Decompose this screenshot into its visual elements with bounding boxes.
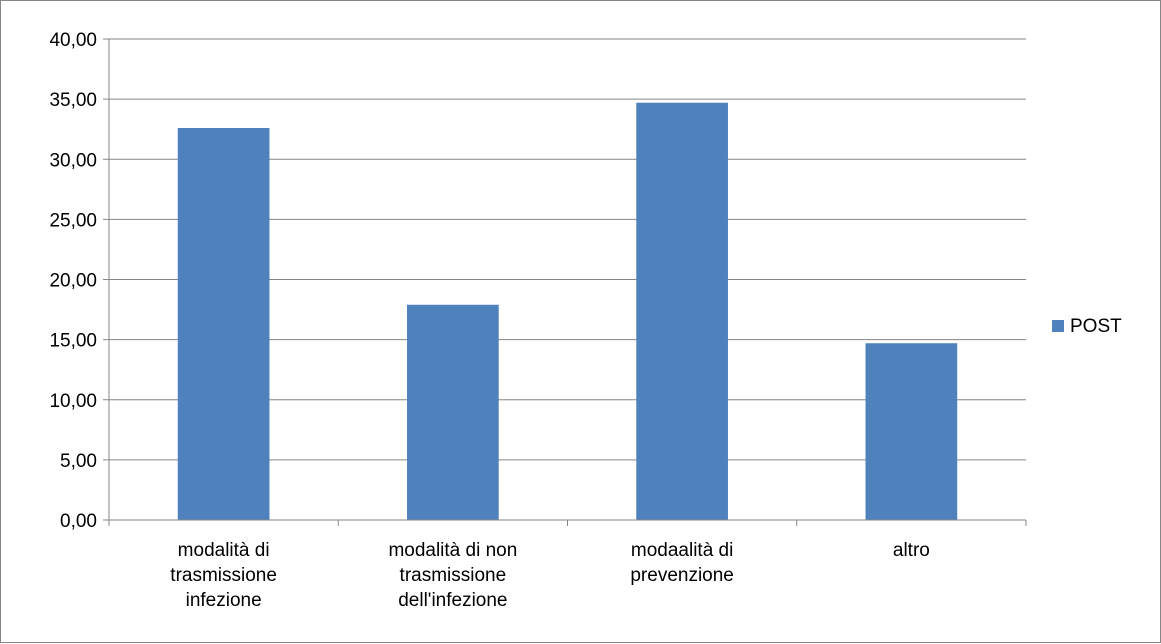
y-tick-label: 30,00 [49, 150, 97, 171]
bar [866, 343, 958, 520]
y-tick-label: 35,00 [49, 90, 97, 111]
x-category-label: modaalità di [631, 540, 733, 561]
x-category-label: prevenzione [630, 565, 734, 586]
x-category-labels: modalità di trasmissione infezione modalità… [170, 540, 930, 611]
y-tick-labels: 0,00 5,00 10,00 15,00 20,00 25,00 30,00 35,00 40… [49, 30, 97, 532]
y-tick-label: 25,00 [49, 210, 97, 231]
x-category-label: altro [893, 540, 930, 561]
bar [407, 305, 499, 520]
bars [178, 103, 957, 520]
y-tick-label: 5,00 [60, 451, 97, 472]
bar [636, 103, 728, 520]
y-tick-label: 15,00 [49, 331, 97, 352]
x-category-label: trasmissione [170, 565, 277, 586]
y-tick-label: 20,00 [49, 271, 97, 292]
y-tick-label: 40,00 [49, 30, 97, 51]
legend-swatch [1052, 320, 1064, 332]
legend-label: POST [1070, 316, 1122, 337]
x-category-label: dell'infezione [398, 590, 507, 611]
x-category-label: trasmissione [400, 565, 507, 586]
bar [178, 128, 270, 520]
legend: POST [1052, 316, 1122, 337]
x-category-label: modalità di non [388, 540, 517, 561]
x-category-label: infezione [186, 590, 262, 611]
y-tick-label: 0,00 [60, 511, 97, 532]
x-category-label: modalità di [178, 540, 270, 561]
y-tick-label: 10,00 [49, 391, 97, 412]
